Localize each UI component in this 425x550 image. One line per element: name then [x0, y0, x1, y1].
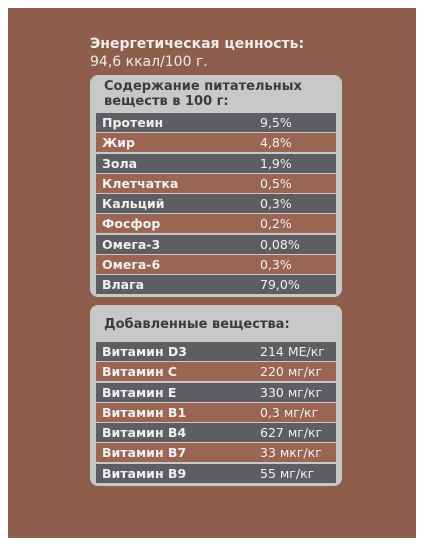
- nutrients-table: Протеин 9,5% Жир 4,8% Зола 1,9% Клетчатка 0,…: [96, 113, 336, 296]
- table-row: Витамин B4 627 мг/кг: [96, 423, 336, 443]
- table-row: Жир 4,8%: [96, 133, 336, 153]
- row-name: Витамин B9: [102, 465, 187, 481]
- row-name: Клетчатка: [102, 175, 179, 191]
- table-row: Зола 1,9%: [96, 153, 336, 173]
- row-value: 4,8%: [260, 135, 292, 151]
- row-value: 220 мг/кг: [260, 364, 323, 380]
- product-info-card: Энергетическая ценность: 94,6 ккал/100 г…: [8, 8, 416, 538]
- table-row: Протеин 9,5%: [96, 113, 336, 132]
- additives-panel: Добавленные вещества: Витамин D3 214 МЕ/к…: [90, 305, 342, 486]
- nutrients-title: Содержание питательных веществ в 100 г:: [104, 79, 302, 109]
- row-value: 627 мг/кг: [260, 425, 323, 441]
- table-row: Омега-6 0,3%: [96, 255, 336, 275]
- row-value: 330 мг/кг: [260, 384, 323, 400]
- row-value: 0,5%: [260, 175, 292, 191]
- table-row: Кальций 0,3%: [96, 194, 336, 214]
- nutrients-panel: Содержание питательных веществ в 100 г: …: [90, 75, 342, 297]
- row-name: Витамин B1: [102, 404, 187, 420]
- row-name: Влага: [102, 277, 145, 293]
- row-value: 55 мг/кг: [260, 465, 315, 481]
- row-name: Витамин B4: [102, 425, 187, 441]
- row-name: Омега-3: [102, 236, 161, 252]
- row-name: Витамин D3: [102, 344, 188, 359]
- table-row: Клетчатка 0,5%: [96, 173, 336, 193]
- table-row: Витамин B1 0,3 мг/кг: [96, 402, 336, 422]
- row-name: Зола: [102, 155, 138, 171]
- row-name: Витамин C: [102, 364, 178, 380]
- row-name: Жир: [102, 135, 136, 151]
- row-value: 0,3%: [260, 257, 292, 273]
- energy-value: 94,6 ккал/100 г.: [90, 54, 208, 70]
- row-value: 214 МЕ/кг: [260, 344, 325, 359]
- row-value: 1,9%: [260, 155, 292, 171]
- row-value: 79,0%: [260, 277, 300, 293]
- row-value: 33 мкг/кг: [260, 445, 322, 461]
- table-row: Влага 79,0%: [96, 275, 336, 295]
- energy-title: Энергетическая ценность:: [90, 36, 305, 52]
- table-row: Витамин D3 214 МЕ/кг: [96, 342, 336, 361]
- row-value: 0,3%: [260, 196, 292, 212]
- row-value: 0,08%: [260, 236, 300, 252]
- table-row: Фосфор 0,2%: [96, 214, 336, 234]
- row-value: 9,5%: [260, 115, 292, 130]
- table-row: Омега-3 0,08%: [96, 234, 336, 254]
- row-name: Протеин: [102, 115, 164, 130]
- row-value: 0,3 мг/кг: [260, 404, 319, 420]
- row-name: Витамин E: [102, 384, 177, 400]
- table-row: Витамин E 330 мг/кг: [96, 382, 336, 402]
- table-row: Витамин B9 55 мг/кг: [96, 463, 336, 483]
- row-name: Омега-6: [102, 257, 161, 273]
- row-value: 0,2%: [260, 216, 292, 232]
- row-name: Кальций: [102, 196, 165, 212]
- table-row: Витамин B7 33 мкг/кг: [96, 443, 336, 463]
- row-name: Фосфор: [102, 216, 161, 232]
- row-name: Витамин B7: [102, 445, 187, 461]
- additives-title: Добавленные вещества:: [104, 317, 290, 332]
- table-row: Витамин C 220 мг/кг: [96, 362, 336, 382]
- additives-table: Витамин D3 214 МЕ/кг Витамин C 220 мг/кг В…: [96, 342, 336, 484]
